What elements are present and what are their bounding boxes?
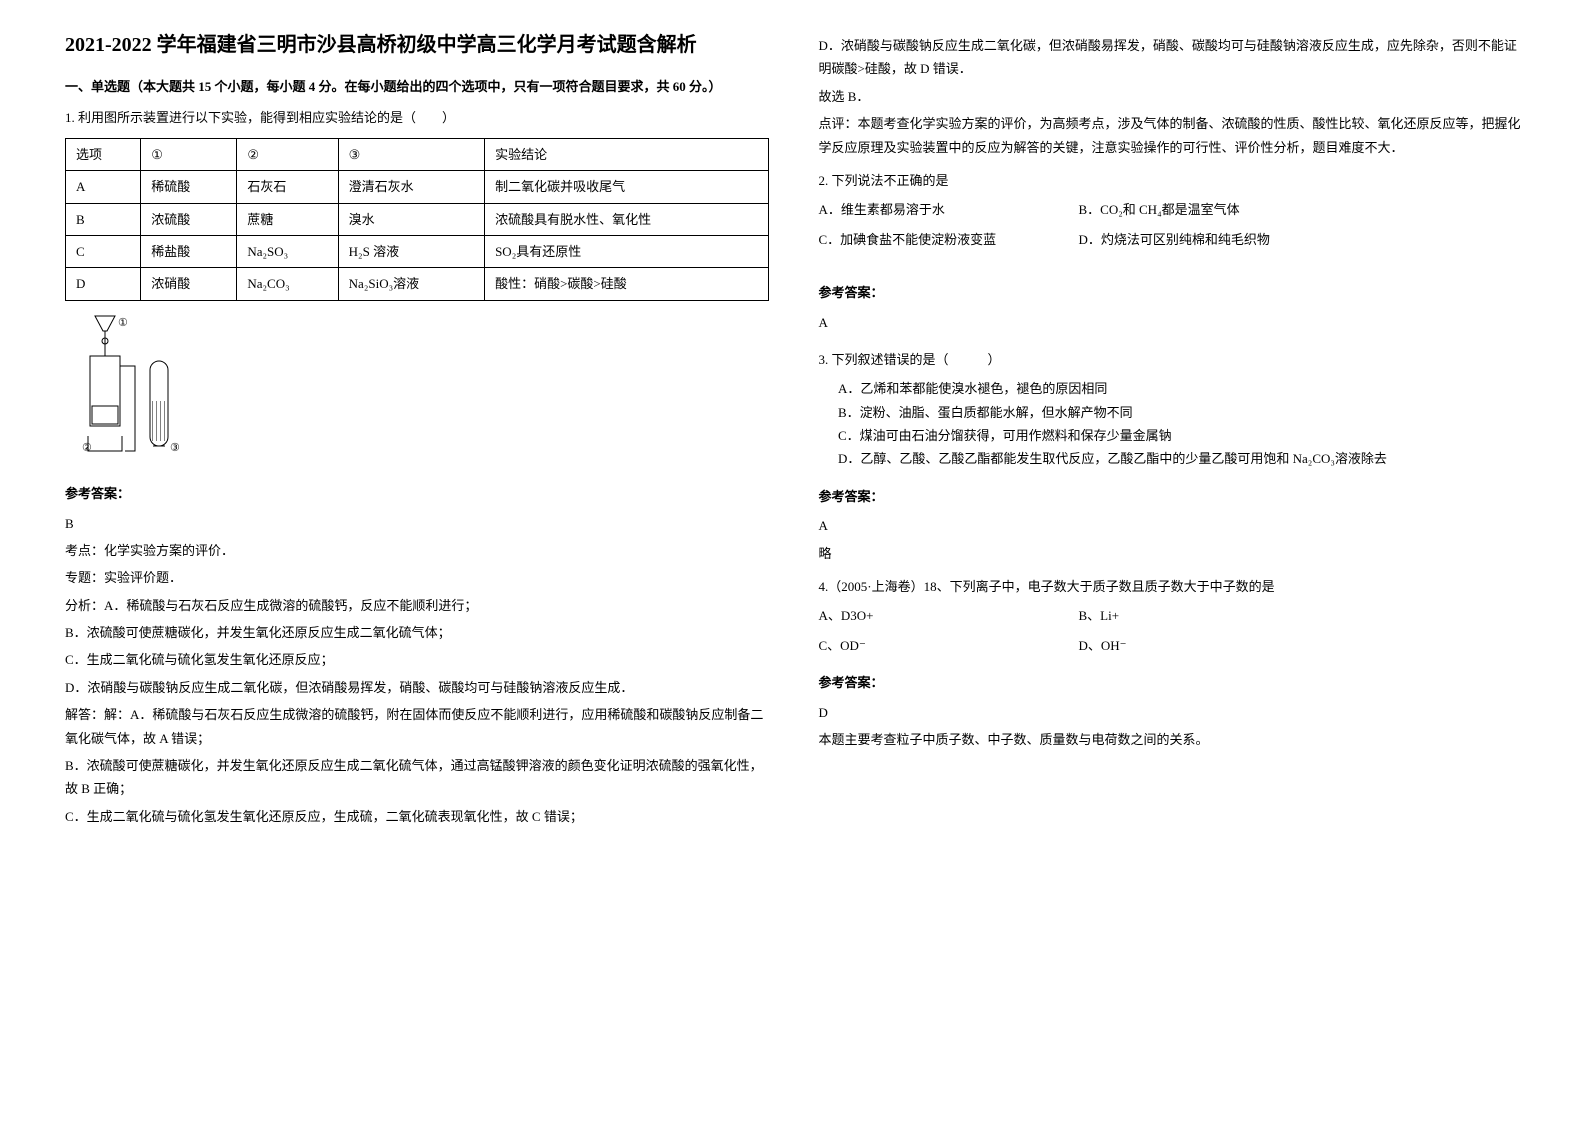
q2-opt-b: B．CO₂和 CH₄都是温室气体 (1079, 198, 1279, 221)
q2-stem: 2. 下列说法不正确的是 (819, 169, 1523, 192)
cell: D (66, 268, 141, 300)
table-row: D 浓硝酸 Na₂CO₃ Na₂SiO₃溶液 酸性：硝酸>碳酸>硅酸 (66, 268, 769, 300)
answer-heading: 参考答案： (819, 281, 1523, 304)
cell: 浓硫酸 (141, 203, 237, 235)
svg-text:③: ③ (170, 442, 180, 454)
cell: 石灰石 (237, 171, 338, 203)
cell: 选项 (66, 138, 141, 170)
q3-opt-c: C．煤油可由石油分馏获得，可用作燃料和保存少量金属钠 (838, 424, 1522, 447)
q1-jieda-b: B．浓硫酸可使蔗糖碳化，并发生氧化还原反应生成二氧化硫气体，通过高锰酸钾溶液的颜… (65, 754, 769, 801)
cell: ③ (338, 138, 484, 170)
cell: 制二氧化碳并吸收尾气 (485, 171, 768, 203)
answer-heading: 参考答案： (819, 671, 1523, 694)
cell: 浓硝酸 (141, 268, 237, 300)
cell: B (66, 203, 141, 235)
cell: C (66, 235, 141, 267)
answer-heading: 参考答案： (65, 482, 769, 505)
q2-opt-d: D．灼烧法可区别纯棉和纯毛织物 (1079, 228, 1279, 251)
q1-jieda-a: 解答：解：A．稀硫酸与石灰石反应生成微溶的硫酸钙，附在固体而使反应不能顺利进行，… (65, 703, 769, 750)
table-row: 选项 ① ② ③ 实验结论 (66, 138, 769, 170)
svg-text:①: ① (118, 317, 128, 329)
q1-fenxi-b: B．浓硫酸可使蔗糖碳化，并发生氧化还原反应生成二氧化硫气体； (65, 621, 769, 644)
q3-opt-a: A．乙烯和苯都能使溴水褪色，褪色的原因相同 (838, 377, 1522, 400)
q4-note: 本题主要考查粒子中质子数、中子数、质量数与电荷数之间的关系。 (819, 728, 1523, 751)
cell: ② (237, 138, 338, 170)
svg-text:②: ② (82, 442, 92, 454)
q2-opt-c: C．加碘食盐不能使淀粉液变蓝 (819, 228, 1019, 251)
cell: H₂S 溶液 (338, 235, 484, 267)
cell: 稀盐酸 (141, 235, 237, 267)
page-title: 2021-2022 学年福建省三明市沙县高桥初级中学高三化学月考试题含解析 (65, 30, 769, 60)
cell: 浓硫酸具有脱水性、氧化性 (485, 203, 768, 235)
q4-opt-a: A、D3O+ (819, 604, 1019, 627)
q1-zhuanti: 专题：实验评价题． (65, 566, 769, 589)
q1-jieda-c: C．生成二氧化硫与硫化氢发生氧化还原反应，生成硫，二氧化硫表现氧化性，故 C 错… (65, 805, 769, 828)
cell: 蔗糖 (237, 203, 338, 235)
q4-stem: 4.（2005·上海卷）18、下列离子中，电子数大于质子数且质子数大于中子数的是 (819, 575, 1523, 598)
q4-opt-b: B、Li+ (1079, 604, 1279, 627)
cell: Na₂SO₃ (237, 235, 338, 267)
cell: Na₂SiO₃溶液 (338, 268, 484, 300)
q1-stem: 1. 利用图所示装置进行以下实验，能得到相应实验结论的是（ ） (65, 106, 769, 129)
cell: 澄清石灰水 (338, 171, 484, 203)
q1-fenxi-d: D．浓硝酸与碳酸钠反应生成二氧化碳，但浓硝酸易挥发，硝酸、碳酸均可与硅酸钠溶液反… (65, 676, 769, 699)
q1-kaodian: 考点：化学实验方案的评价． (65, 539, 769, 562)
answer-value: A (819, 514, 1523, 537)
cell: A (66, 171, 141, 203)
q1-guxuan: 故选 B． (819, 85, 1523, 108)
q1-fenxi-a: 分析：A．稀硫酸与石灰石反应生成微溶的硫酸钙，反应不能顺利进行； (65, 594, 769, 617)
q3-opt-d: D．乙醇、乙酸、乙酸乙酯都能发生取代反应，乙酸乙酯中的少量乙酸可用饱和 Na₂C… (838, 447, 1522, 470)
q3-note: 略 (819, 542, 1523, 565)
q3-stem: 3. 下列叙述错误的是（ ） (819, 348, 1523, 371)
q3-opt-b: B．淀粉、油脂、蛋白质都能水解，但水解产物不同 (838, 401, 1522, 424)
answer-value: D (819, 701, 1523, 724)
cell: 实验结论 (485, 138, 768, 170)
section-heading: 一、单选题（本大题共 15 个小题，每小题 4 分。在每小题给出的四个选项中，只… (65, 75, 769, 98)
table-row: C 稀盐酸 Na₂SO₃ H₂S 溶液 SO₂具有还原性 (66, 235, 769, 267)
table-row: B 浓硫酸 蔗糖 溴水 浓硫酸具有脱水性、氧化性 (66, 203, 769, 235)
cell: 溴水 (338, 203, 484, 235)
q1-jieda-d: D．浓硝酸与碳酸钠反应生成二氧化碳，但浓硝酸易挥发，硝酸、碳酸均可与硅酸钠溶液反… (819, 34, 1523, 81)
q4-opt-c: C、OD⁻ (819, 634, 1019, 657)
table-row: A 稀硫酸 石灰石 澄清石灰水 制二氧化碳并吸收尾气 (66, 171, 769, 203)
cell: ① (141, 138, 237, 170)
answer-value: B (65, 512, 769, 535)
q1-dianping: 点评：本题考查化学实验方案的评价，为高频考点，涉及气体的制备、浓硫酸的性质、酸性… (819, 112, 1523, 159)
q2-opt-a: A．维生素都易溶于水 (819, 198, 1019, 221)
cell: 酸性：硝酸>碳酸>硅酸 (485, 268, 768, 300)
q4-opt-d: D、OH⁻ (1079, 634, 1279, 657)
answer-heading: 参考答案： (819, 485, 1523, 508)
cell: SO₂具有还原性 (485, 235, 768, 267)
cell: 稀硫酸 (141, 171, 237, 203)
q1-fenxi-c: C．生成二氧化硫与硫化氢发生氧化还原反应； (65, 648, 769, 671)
answer-value: A (819, 311, 1523, 334)
apparatus-diagram: ① ② ③ (80, 311, 769, 468)
cell: Na₂CO₃ (237, 268, 338, 300)
q1-table: 选项 ① ② ③ 实验结论 A 稀硫酸 石灰石 澄清石灰水 制二氧化碳并吸收尾气… (65, 138, 769, 301)
